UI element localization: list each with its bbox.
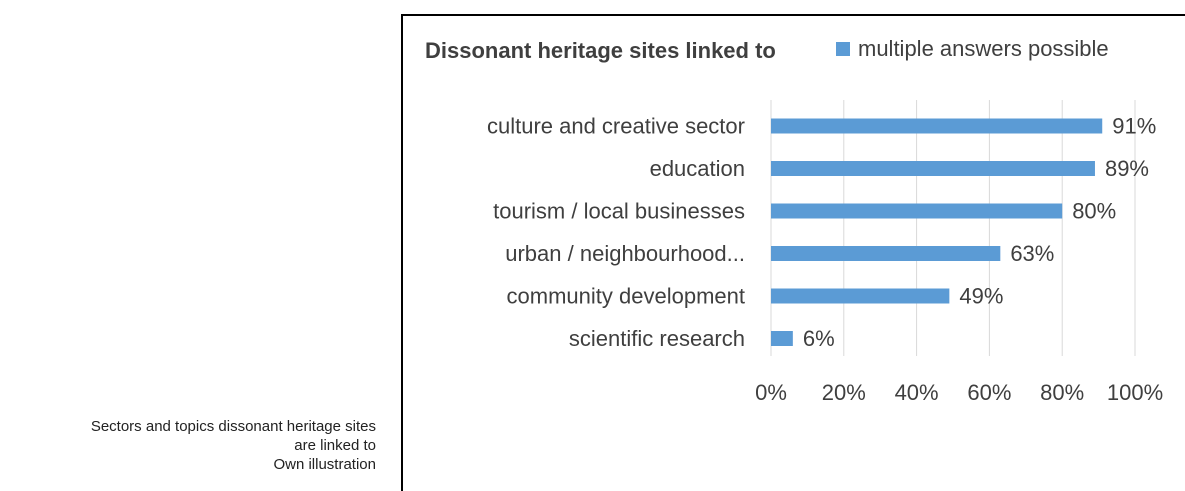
x-tick-label: 40% bbox=[895, 380, 939, 405]
category-label: community development bbox=[507, 284, 745, 309]
category-label: tourism / local businesses bbox=[493, 199, 745, 224]
chart-title: Dissonant heritage sites linked to bbox=[425, 38, 776, 63]
bar-chart: culture and creative sector 91% education 8… bbox=[487, 100, 1163, 405]
bar bbox=[771, 161, 1095, 176]
bar bbox=[771, 288, 950, 304]
bar bbox=[771, 331, 793, 346]
value-label: 89% bbox=[1105, 156, 1149, 181]
chart-legend: multiple answers possible bbox=[836, 36, 1109, 62]
bar bbox=[771, 118, 1103, 134]
caption-line-1: Sectors and topics dissonant heritage si… bbox=[90, 418, 376, 435]
value-label: 63% bbox=[1010, 241, 1054, 266]
category-label: culture and creative sector bbox=[487, 114, 745, 139]
chart-frame-left-border bbox=[401, 14, 403, 491]
value-label: 49% bbox=[959, 284, 1003, 309]
x-tick-label: 60% bbox=[967, 380, 1011, 405]
legend-label: multiple answers possible bbox=[858, 36, 1109, 61]
category-label: urban / neighbourhood... bbox=[505, 241, 745, 266]
figure-caption: Sectors and topics dissonant heritage si… bbox=[0, 417, 376, 474]
value-label: 6% bbox=[803, 326, 835, 351]
caption-line-2: are linked to bbox=[294, 437, 376, 454]
category-label: education bbox=[650, 156, 745, 181]
caption-line-3: Own illustration bbox=[273, 456, 376, 473]
legend-swatch bbox=[836, 42, 850, 56]
x-tick-label: 20% bbox=[822, 380, 866, 405]
chart-frame-top-border bbox=[401, 14, 1185, 16]
category-label: scientific research bbox=[569, 326, 745, 351]
x-tick-label: 100% bbox=[1107, 380, 1163, 405]
x-tick-label: 0% bbox=[755, 380, 787, 405]
bar bbox=[771, 203, 1063, 219]
value-label: 91% bbox=[1112, 114, 1156, 139]
value-label: 80% bbox=[1072, 199, 1116, 224]
bar bbox=[771, 246, 1001, 261]
x-tick-label: 80% bbox=[1040, 380, 1084, 405]
